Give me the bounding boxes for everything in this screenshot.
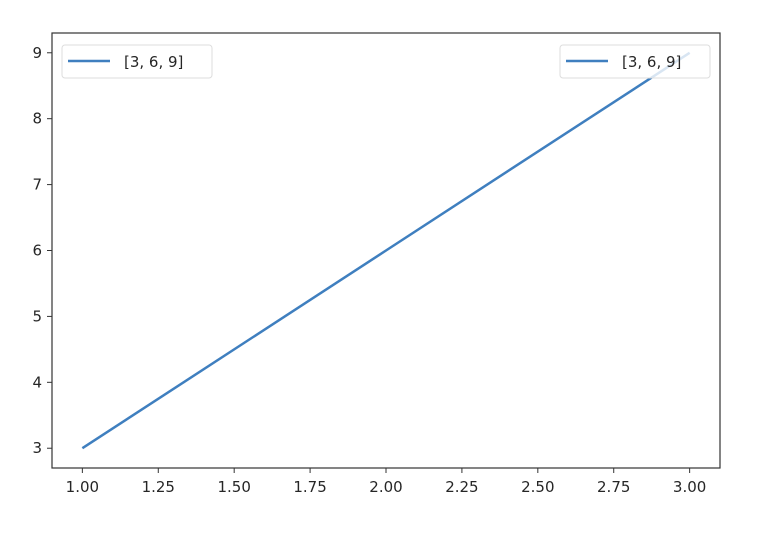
x-tick-label: 3.00: [673, 478, 706, 496]
legend-upper-left: [3, 6, 9]: [61, 44, 213, 79]
y-tick-label: 8: [32, 110, 42, 128]
x-tick-label: 2.50: [521, 478, 554, 496]
x-tick-label: 1.00: [66, 478, 99, 496]
legend-upper-right: [3, 6, 9]: [559, 44, 711, 79]
legend-label: [3, 6, 9]: [124, 53, 183, 71]
y-tick-label: 4: [32, 373, 42, 391]
series-line: [81, 51, 691, 450]
x-tick-label: 1.50: [217, 478, 250, 496]
x-tick-label: 1.25: [142, 478, 175, 496]
y-tick-label: 3: [32, 439, 42, 457]
x-tick-label: 1.75: [293, 478, 326, 496]
y-tick-label: 6: [32, 242, 42, 260]
x-tick-label: 2.25: [445, 478, 478, 496]
legend-label: [3, 6, 9]: [622, 53, 681, 71]
x-tick-label: 2.75: [597, 478, 630, 496]
x-tick-label: 2.00: [369, 478, 402, 496]
y-tick-label: 9: [32, 44, 42, 62]
y-tick-label: 7: [32, 176, 42, 194]
y-tick-label: 5: [32, 307, 42, 325]
axes-frame: [51, 32, 721, 469]
